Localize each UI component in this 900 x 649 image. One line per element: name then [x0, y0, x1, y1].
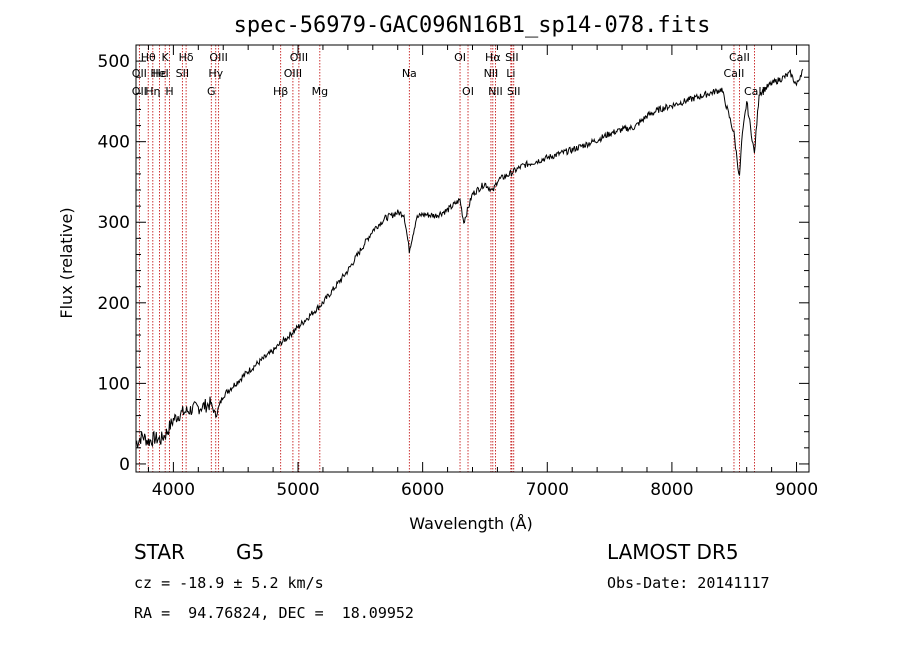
- line-label-16: Mg: [312, 85, 328, 98]
- x-tick-label-5000: 5000: [276, 480, 319, 500]
- y-tick-label-300: 300: [98, 213, 130, 233]
- y-tick-label-400: 400: [98, 133, 130, 153]
- line-label-8: Hδ: [179, 51, 194, 64]
- y-tick-label-100: 100: [98, 374, 130, 394]
- y-axis-label: Flux (relative): [57, 207, 76, 318]
- line-label-27: CaII: [724, 67, 745, 80]
- obs-date: Obs-Date: 20141117: [607, 574, 770, 592]
- x-tick-label-6000: 6000: [401, 480, 444, 500]
- line-label-24: NII: [488, 85, 503, 98]
- line-label-26: CaII: [729, 51, 750, 64]
- line-label-17: Na: [402, 67, 417, 80]
- line-label-4: Hη: [145, 85, 160, 98]
- x-tick-label-9000: 9000: [775, 480, 818, 500]
- line-label-3: Hε: [152, 67, 166, 80]
- survey-name: LAMOST DR5: [607, 540, 739, 564]
- line-label-6: HeI: [150, 67, 168, 80]
- line-label-1: OII: [132, 67, 147, 80]
- line-label-22: NII: [484, 67, 499, 80]
- coordinates: RA = 94.76824, DEC = 18.09952: [134, 604, 414, 622]
- line-label-7: H: [165, 85, 173, 98]
- redshift-cz: cz = -18.9 ± 5.2 km/s: [134, 574, 324, 592]
- x-tick-label-4000: 4000: [152, 480, 195, 500]
- y-tick-label-200: 200: [98, 294, 130, 314]
- line-label-23: Li: [506, 67, 515, 80]
- line-label-15: OIII: [284, 67, 302, 80]
- line-label-12: G: [207, 85, 216, 98]
- line-label-14: OIII: [290, 51, 308, 64]
- line-label-19: OI: [462, 85, 474, 98]
- line-label-25: SII: [507, 85, 520, 98]
- line-label-9: SII: [176, 67, 189, 80]
- object-class: STAR: [134, 540, 185, 564]
- line-label-0: Hθ: [141, 51, 156, 64]
- x-axis-label: Wavelength (Å): [409, 514, 532, 533]
- emission-line-markers: [138, 45, 755, 472]
- line-label-13: Hβ: [273, 85, 288, 98]
- line-label-18: OI: [454, 51, 466, 64]
- y-tick-label-0: 0: [119, 455, 130, 475]
- line-label-20: Hα: [485, 51, 501, 64]
- y-tick-label-500: 500: [98, 52, 130, 72]
- x-tick-label-7000: 7000: [526, 480, 569, 500]
- line-label-21: SII: [505, 51, 518, 64]
- object-subclass: G5: [236, 540, 265, 564]
- line-label-11: Hγ: [208, 67, 223, 80]
- line-label-5: K: [162, 51, 170, 64]
- spectrum-line: [135, 68, 804, 448]
- axis-ticks: 4000 5000 6000 7000 8000 9000 0 100 200 300 400 500: [98, 45, 818, 500]
- x-tick-label-8000: 8000: [650, 480, 693, 500]
- plot-frame: [135, 44, 810, 473]
- line-label-10: OIII: [209, 51, 227, 64]
- chart-title: spec-56979-GAC096N16B1_sp14-078.fits: [234, 13, 711, 38]
